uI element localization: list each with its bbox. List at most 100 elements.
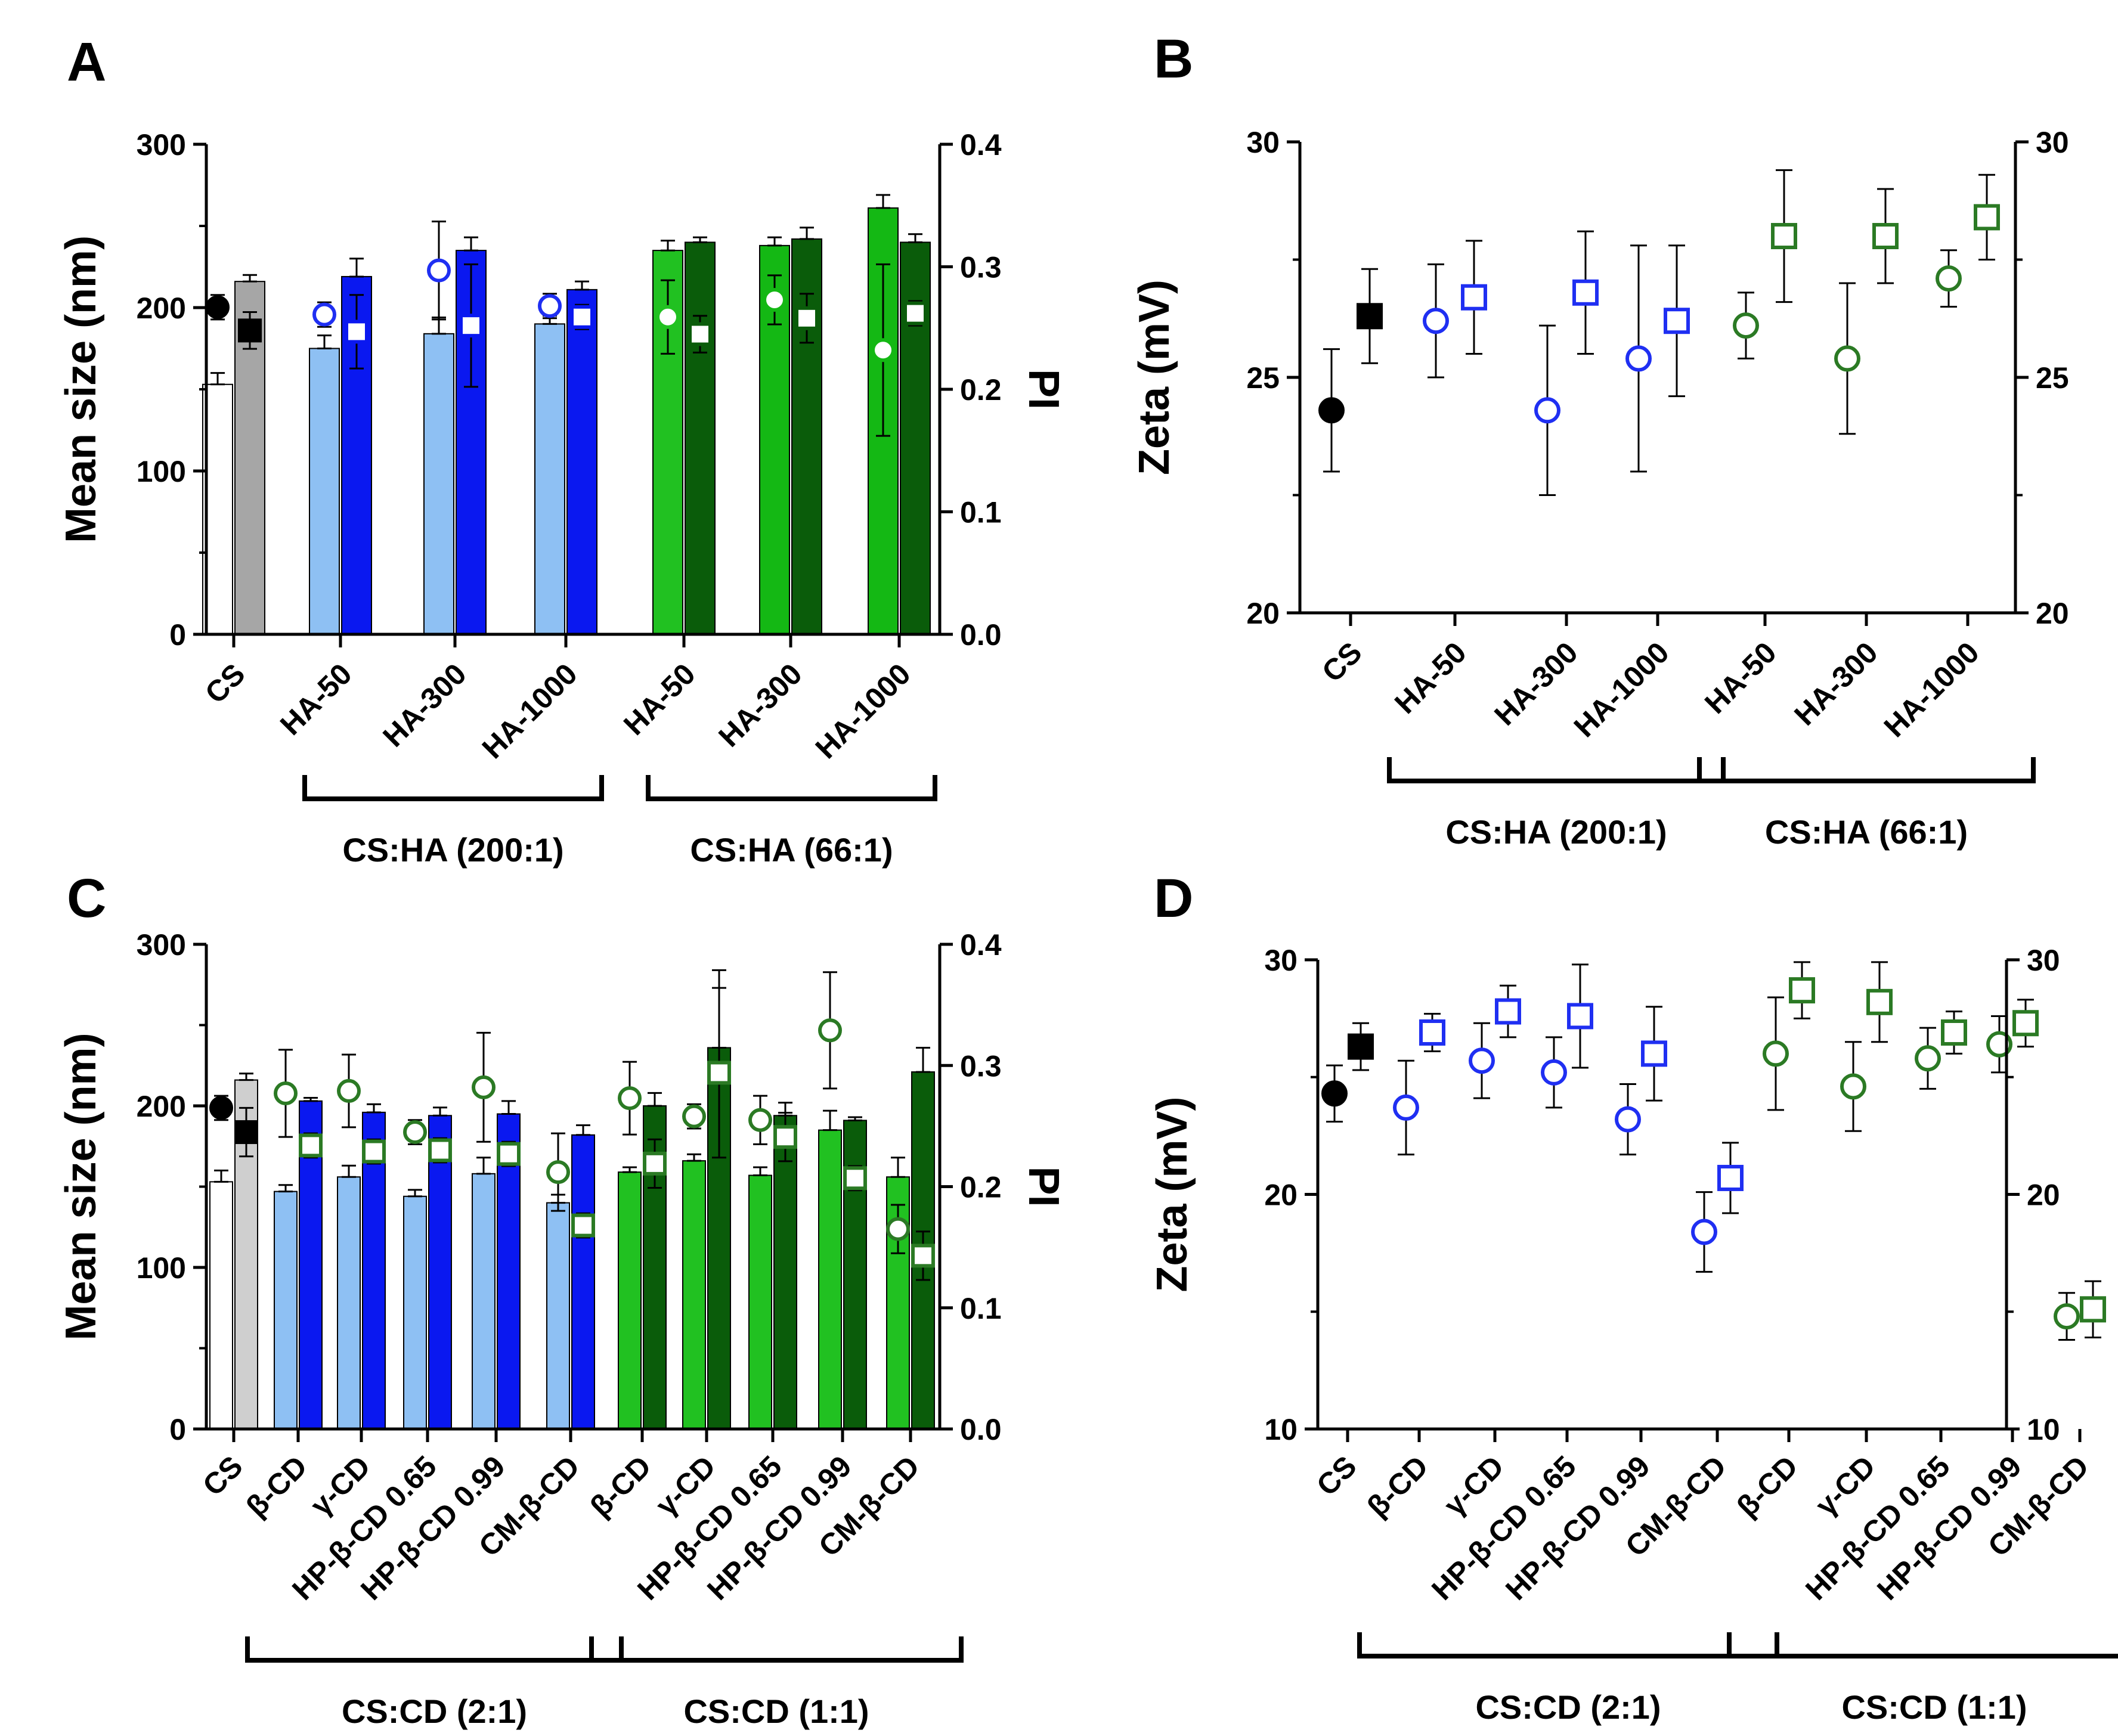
category-label: HA-1000 [809,657,917,765]
y-tick-label: 200 [137,292,186,325]
zeta-marker-circle [1840,1073,1866,1100]
y-axis-label: Mean size (nm) [57,235,105,543]
group-label: CS:CD (1:1) [683,1692,869,1730]
pi-marker-square [688,322,712,346]
group-label: CS:CD (2:1) [1475,1688,1661,1726]
pi-marker-circle [206,295,230,320]
bar-size-1 [618,1171,642,1430]
group-label: CS:CD (2:1) [342,1692,527,1730]
pi-marker-circle [403,1120,427,1145]
pi-marker-square [497,1142,521,1166]
y-tick-label: 100 [137,1251,186,1285]
category-label: CS [1315,636,1368,689]
zeta-marker-square [2012,1010,2039,1037]
y-tick-label: 20 [1264,1179,1298,1212]
bar-size-1 [818,1129,842,1430]
group-label: CS:HA (66:1) [690,831,893,869]
pi-marker-square [570,305,594,329]
group-bracket [1357,1632,1779,1658]
bar-size-1 [546,1202,570,1430]
category-label: HA-1000 [1878,636,1986,743]
group-bracket [302,775,604,801]
y-tick-label: 30 [1264,944,1298,977]
y2-tick-label: 0.4 [960,928,1002,962]
pi-marker-circle [763,287,786,312]
panel-letter: C [67,868,106,929]
category-label: HA-300 [1788,636,1884,731]
zeta-marker-square [1872,223,1899,249]
zeta-marker-square [1866,988,1893,1015]
zeta-marker-square [1572,279,1599,306]
pi-marker-circle [312,302,336,327]
y2-tick-label: 0.2 [960,1171,1002,1204]
pi-marker-square [795,306,819,330]
pi-marker-circle [427,258,451,283]
category-label: β-CD [584,1449,658,1523]
y-tick-label: 10 [1264,1413,1298,1446]
group-label: CS:HA (200:1) [1445,813,1667,851]
zeta-marker-circle [1321,1080,1348,1107]
y2-tick-label: 0.3 [960,1049,1002,1083]
pi-marker-circle [472,1075,496,1099]
bar-size-1 [534,323,565,635]
zeta-marker-circle [2054,1303,2080,1330]
y-tick-label: 25 [1246,361,1280,395]
zeta-marker-square [1461,284,1487,311]
y2-tick-label: 20 [2036,597,2069,630]
y-tick-label: 30 [1246,126,1280,159]
panel-letter: A [67,32,106,92]
y2-tick-label: 30 [2036,126,2069,159]
pi-marker-circle [337,1078,361,1103]
zeta-marker-square [1567,1003,1593,1030]
zeta-marker-square [1717,1164,1744,1191]
pi-marker-circle [538,294,562,318]
zeta-marker-square [1789,977,1815,1004]
pi-marker-square [362,1139,386,1164]
bar-size-1 [309,348,340,635]
group-bracket [1727,1632,2118,1658]
bar-size-2 [362,1111,386,1430]
pi-marker-circle [748,1108,772,1132]
group-bracket [1697,757,2036,783]
y2-tick-label: 20 [2027,1179,2060,1212]
group-bracket [245,1636,624,1663]
bar-size-2 [566,289,597,635]
pi-marker-square [428,1138,452,1162]
zeta-marker-square [1357,303,1383,330]
zeta-marker-circle [1834,345,1860,372]
pi-marker-circle [274,1081,298,1105]
zeta-marker-circle [1763,1040,1789,1067]
zeta-marker-circle [1469,1047,1495,1074]
zeta-marker-circle [1318,397,1345,424]
panel-c: 0 100 200 300 0.0 0.1 0.2 0.3 0.4 Mean size (nm) P… [57,868,1067,1730]
pi-marker-square [643,1151,667,1176]
category-label: HA-50 [617,657,702,742]
category-label: HA-1000 [476,657,584,765]
zeta-marker-circle [1691,1219,1717,1245]
category-label: β-CD [1361,1449,1435,1523]
zeta-marker-circle [1534,397,1560,424]
category-label: HA-300 [376,657,472,753]
y-tick-label: 300 [137,128,186,162]
zeta-marker-circle [1733,312,1759,339]
panel-letter: B [1154,29,1193,89]
pi-marker-circle [209,1096,233,1120]
y-tick-label: 300 [137,928,186,962]
bar-size-1 [209,1181,233,1430]
zeta-marker-circle [1393,1094,1419,1121]
group-label: CS:HA (66:1) [1765,813,1968,851]
zeta-marker-square [1348,1033,1374,1060]
bar-size-1 [403,1195,427,1430]
pi-marker-circle [871,338,895,362]
category-label: β-CD [1730,1449,1804,1523]
category-label: CS [199,657,252,710]
zeta-marker-circle [1541,1059,1567,1086]
pi-marker-circle [546,1160,570,1185]
pi-marker-square [571,1213,595,1238]
y2-tick-label: 0.3 [960,251,1002,284]
zeta-marker-circle [1915,1045,1941,1072]
bar-size-1 [337,1176,361,1430]
zeta-marker-square [1495,998,1521,1025]
category-label: HA-50 [1698,636,1783,720]
